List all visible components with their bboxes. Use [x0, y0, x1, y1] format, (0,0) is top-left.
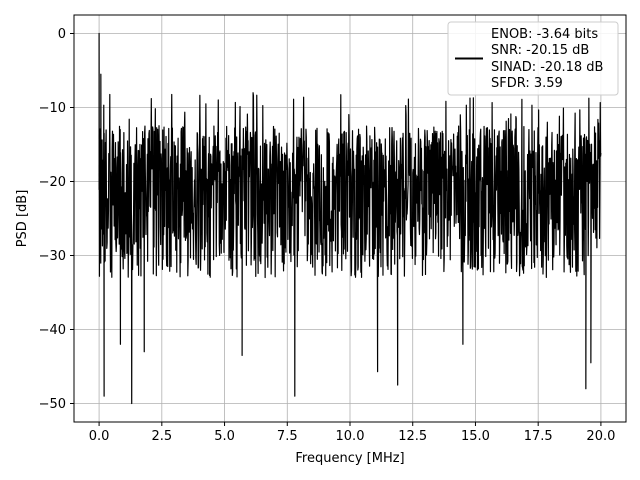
y-tick-label: −20 [39, 175, 66, 190]
x-tick-label: 15.0 [461, 429, 490, 444]
y-tick-label: −30 [39, 249, 66, 264]
y-tick-label: −50 [39, 397, 66, 412]
y-axis-ticks: 0 −10 −20 −30 −40 −50 [39, 27, 74, 412]
x-tick-label: 7.5 [277, 429, 298, 444]
x-tick-label: 10.0 [336, 429, 365, 444]
legend-line-sfdr: SFDR: 3.59 [491, 76, 563, 91]
y-tick-label: −40 [39, 323, 66, 338]
psd-line [98, 32, 602, 405]
x-tick-label: 0.0 [89, 429, 110, 444]
legend-box [447, 21, 619, 96]
x-tick-label: 17.5 [524, 429, 553, 444]
x-axis-ticks: 0.0 2.5 5.0 7.5 10.0 12.5 15.0 17.5 20.0 [89, 422, 615, 444]
x-tick-label: 12.5 [398, 429, 427, 444]
x-axis-label: Frequency [MHz] [295, 451, 404, 466]
legend-line-enob: ENOB: -3.64 bits [491, 27, 598, 42]
legend-line-snr: SNR: -20.15 dB [491, 43, 589, 58]
y-axis-label: PSD [dB] [15, 190, 30, 248]
legend-line-sinad: SINAD: -20.18 dB [491, 60, 603, 75]
y-tick-label: 0 [58, 27, 66, 42]
x-tick-label: 2.5 [151, 429, 172, 444]
x-tick-label: 20.0 [586, 429, 615, 444]
legend: ENOB: -3.64 bits SNR: -20.15 dB SINAD: -… [447, 21, 619, 96]
y-tick-label: −10 [39, 101, 66, 116]
psd-series [98, 32, 602, 405]
x-tick-label: 5.0 [214, 429, 235, 444]
